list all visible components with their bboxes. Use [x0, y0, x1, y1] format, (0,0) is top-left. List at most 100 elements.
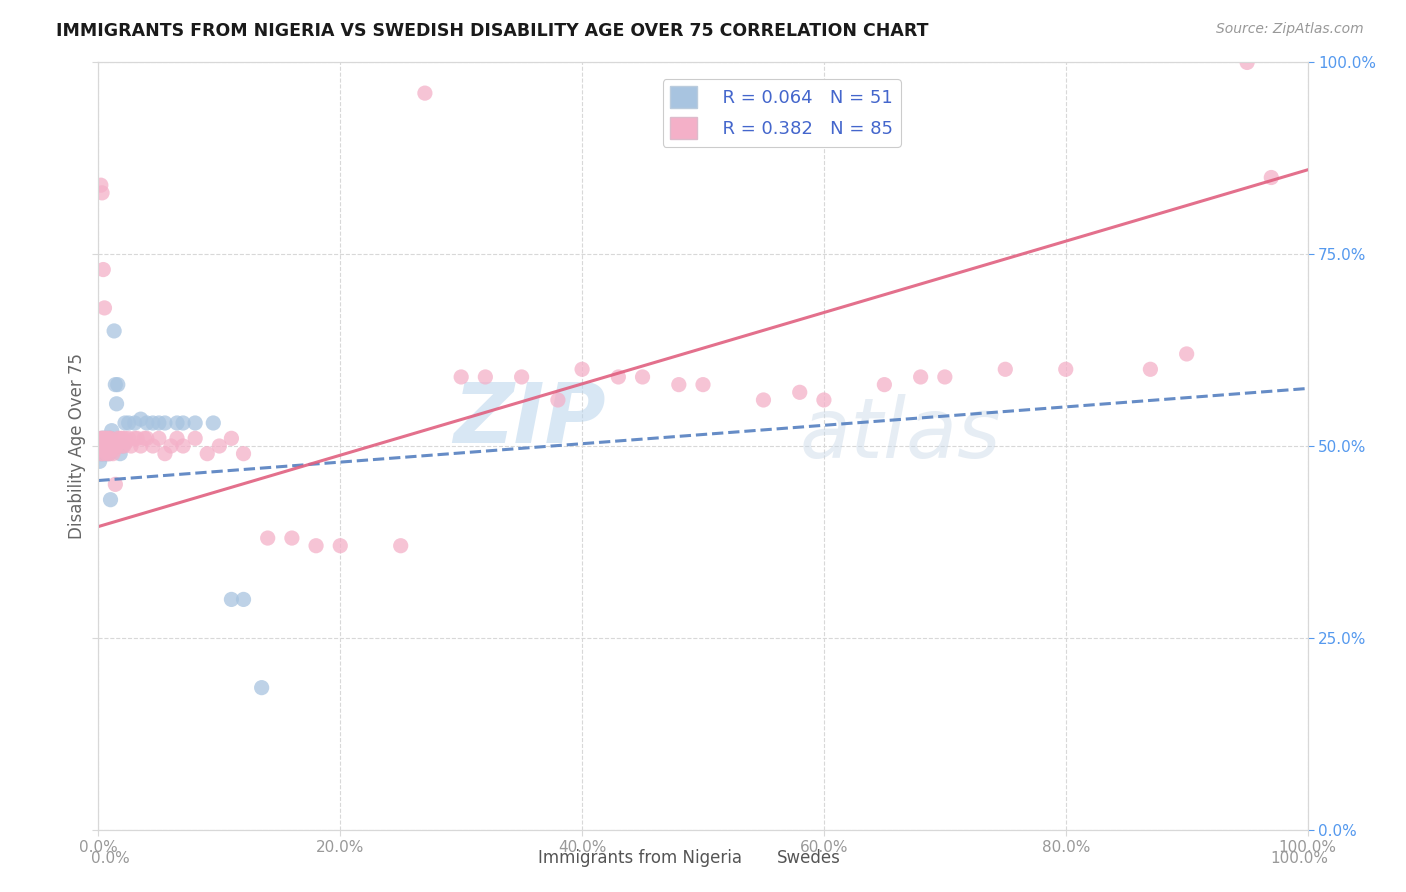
Point — [118, 431, 141, 445]
Point — [127, 431, 149, 445]
Point — [910, 370, 932, 384]
Point — [134, 431, 156, 445]
Point — [450, 370, 472, 384]
Point — [91, 442, 114, 457]
Point — [91, 431, 114, 445]
Point — [305, 539, 328, 553]
Point — [329, 539, 352, 553]
Point — [221, 431, 243, 445]
Point — [668, 377, 690, 392]
Point — [90, 178, 112, 193]
Point — [96, 439, 118, 453]
Point — [98, 431, 121, 445]
Point — [91, 186, 114, 200]
Point — [93, 301, 115, 315]
Point — [148, 416, 170, 430]
Point — [93, 431, 115, 445]
Point — [124, 431, 146, 445]
Point — [114, 416, 136, 430]
Point — [195, 447, 218, 461]
Point — [232, 447, 254, 461]
Point — [94, 439, 117, 453]
Point — [94, 435, 117, 450]
Point — [97, 442, 120, 457]
Point — [607, 370, 630, 384]
Point — [208, 439, 231, 453]
Text: IMMIGRANTS FROM NIGERIA VS SWEDISH DISABILITY AGE OVER 75 CORRELATION CHART: IMMIGRANTS FROM NIGERIA VS SWEDISH DISAB… — [56, 22, 929, 40]
Point — [100, 424, 122, 438]
Point — [98, 447, 121, 461]
Point — [105, 439, 128, 453]
Point — [142, 439, 165, 453]
Point — [94, 442, 117, 457]
Point — [135, 416, 157, 430]
Point — [100, 431, 122, 445]
Point — [100, 442, 122, 457]
Point — [153, 447, 176, 461]
Point — [631, 370, 654, 384]
Point — [90, 447, 112, 461]
Point — [108, 431, 131, 445]
Point — [103, 324, 125, 338]
Point — [110, 439, 132, 453]
Point — [91, 442, 114, 457]
Point — [107, 377, 129, 392]
Text: ZIP: ZIP — [454, 378, 606, 459]
Point — [96, 447, 118, 461]
Point — [91, 447, 114, 461]
Point — [94, 447, 117, 461]
Point — [250, 681, 273, 695]
Point — [90, 431, 112, 445]
Point — [153, 416, 176, 430]
Point — [94, 442, 117, 457]
Point — [118, 416, 141, 430]
Point — [1260, 170, 1282, 185]
Point — [93, 439, 115, 453]
Point — [256, 531, 278, 545]
Text: 100.0%: 100.0% — [1271, 851, 1329, 865]
Point — [148, 431, 170, 445]
Point — [91, 439, 114, 453]
Point — [91, 447, 114, 461]
Point — [96, 431, 118, 445]
Point — [101, 439, 124, 453]
Point — [124, 416, 146, 430]
Point — [752, 392, 775, 407]
Point — [91, 431, 114, 445]
Point — [90, 439, 112, 453]
Point — [100, 431, 122, 445]
Point — [104, 477, 127, 491]
Point — [115, 435, 138, 450]
Point — [104, 377, 127, 392]
Point — [91, 439, 114, 453]
Point — [111, 431, 134, 445]
Text: Swedes: Swedes — [776, 849, 841, 867]
Point — [105, 397, 128, 411]
Point — [108, 447, 131, 461]
Point — [100, 439, 122, 453]
Point — [994, 362, 1017, 376]
Point — [1175, 347, 1198, 361]
Point — [100, 492, 122, 507]
Point — [97, 435, 120, 450]
Point — [91, 431, 114, 445]
Point — [94, 431, 117, 445]
Point — [172, 416, 194, 430]
Point — [1139, 362, 1161, 376]
Point — [221, 592, 243, 607]
Point — [89, 454, 111, 468]
Point — [89, 435, 111, 450]
Point — [100, 439, 122, 453]
Text: Immigrants from Nigeria: Immigrants from Nigeria — [537, 849, 742, 867]
Point — [547, 392, 569, 407]
Point — [96, 447, 118, 461]
Point — [97, 439, 120, 453]
Point — [166, 431, 188, 445]
Point — [103, 442, 125, 457]
Point — [93, 447, 115, 461]
Text: Source: ZipAtlas.com: Source: ZipAtlas.com — [1216, 22, 1364, 37]
Point — [107, 431, 129, 445]
Point — [111, 439, 134, 453]
Point — [571, 362, 593, 376]
Legend:   R = 0.064   N = 51,   R = 0.382   N = 85: R = 0.064 N = 51, R = 0.382 N = 85 — [662, 79, 901, 146]
